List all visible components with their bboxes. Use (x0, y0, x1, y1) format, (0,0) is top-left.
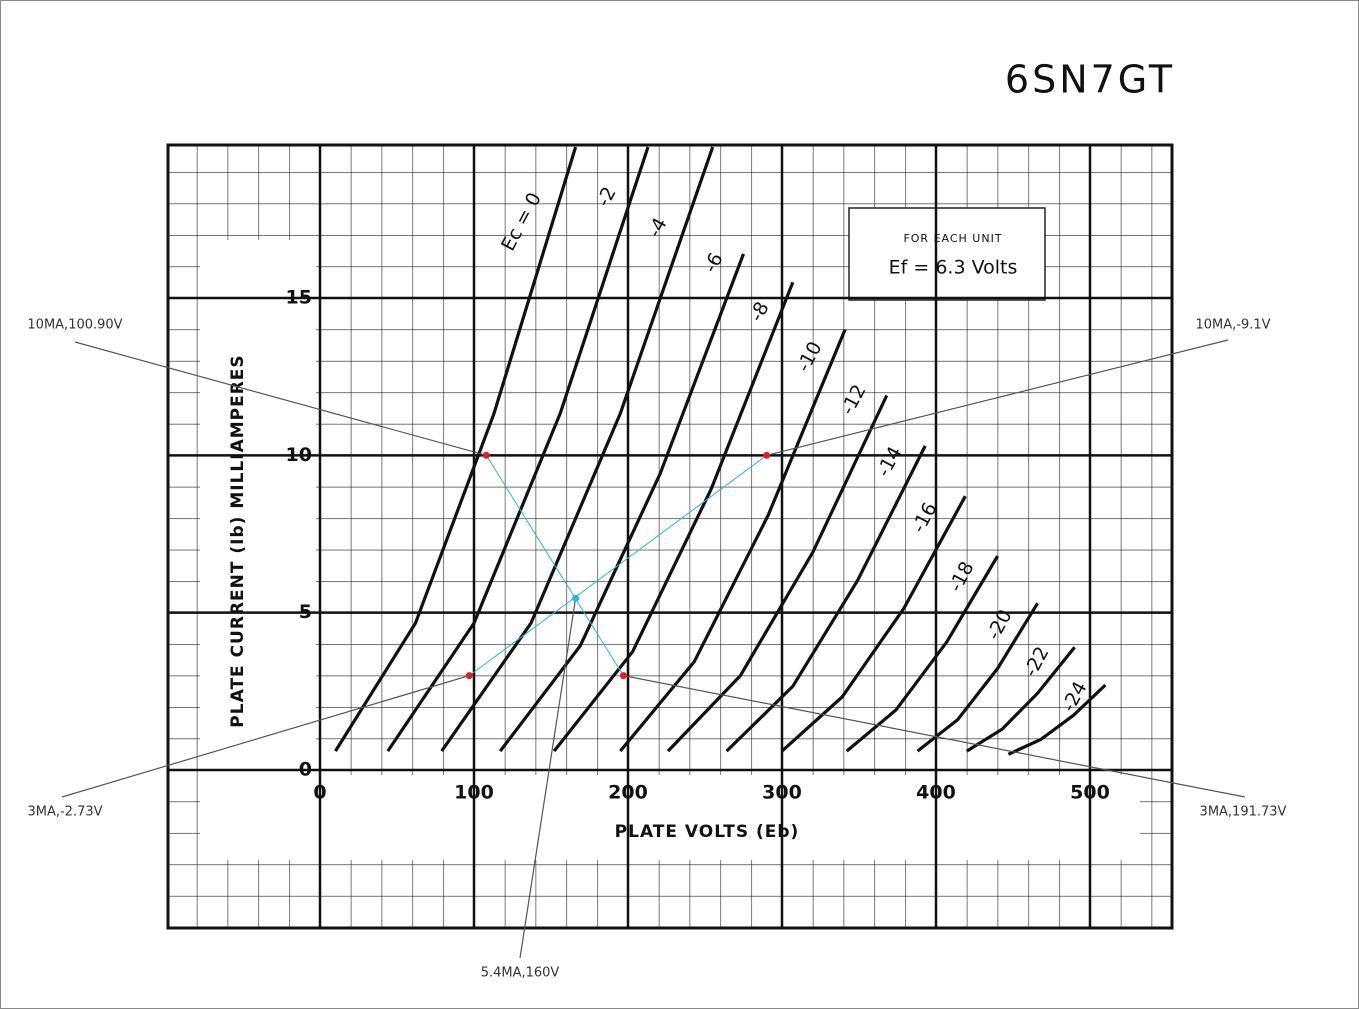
leader-line (623, 675, 1246, 798)
y-tick-label: 15 (286, 287, 312, 309)
curve (666, 394, 889, 753)
annotation-point (619, 672, 627, 680)
curve (965, 646, 1076, 753)
x-tick-label: 100 (454, 782, 494, 804)
annotation-label: 3MA,191.73V (1200, 805, 1287, 820)
annotation-point (572, 594, 580, 602)
curve (619, 328, 847, 753)
curve (440, 146, 715, 753)
x-tick-label: 400 (916, 782, 956, 804)
note-box (848, 207, 1046, 301)
curve (334, 146, 578, 752)
annotation-point (465, 672, 473, 680)
annotation-label: 10MA,-9.1V (1195, 318, 1270, 333)
leader-line (61, 675, 470, 798)
margin (200, 240, 316, 860)
major-grid (168, 145, 1172, 928)
margin (200, 775, 1140, 860)
y-axis-label: PLATE CURRENT (Ib) MILLIAMPERES (228, 354, 248, 727)
note-line: FOR EACH UNIT (903, 232, 1002, 245)
y-tick-label: 0 (299, 759, 312, 781)
curve (552, 281, 795, 753)
annotation-label: 3MA,-2.73V (27, 805, 102, 820)
cross-line (469, 454, 767, 677)
annotation-label: 10MA,100.90V (27, 318, 122, 333)
curve (916, 602, 1039, 753)
chart-title: 6SN7GT (1005, 58, 1175, 102)
leader-line (519, 598, 577, 959)
cross-line (485, 455, 624, 676)
curve (1007, 683, 1107, 756)
curve (498, 253, 745, 753)
annotation-point (482, 451, 490, 459)
y-tick-label: 5 (299, 601, 312, 623)
x-tick-label: 0 (313, 782, 326, 804)
grid-frame (166, 143, 1174, 930)
curve (845, 555, 999, 753)
leader-line (74, 341, 487, 456)
x-tick-label: 300 (762, 782, 802, 804)
x-tick-label: 200 (608, 782, 648, 804)
y-tick-label: 10 (286, 444, 312, 466)
leader-line (766, 339, 1229, 456)
annotation-point (763, 451, 771, 459)
annotation-label: 5.4MA,160V (481, 966, 560, 981)
curve (725, 445, 927, 753)
curve (780, 495, 967, 753)
x-tick-label: 500 (1070, 782, 1110, 804)
x-axis-label: PLATE VOLTS (Eb) (615, 822, 800, 842)
note-line: Ef = 6.3 Volts (889, 257, 1018, 279)
